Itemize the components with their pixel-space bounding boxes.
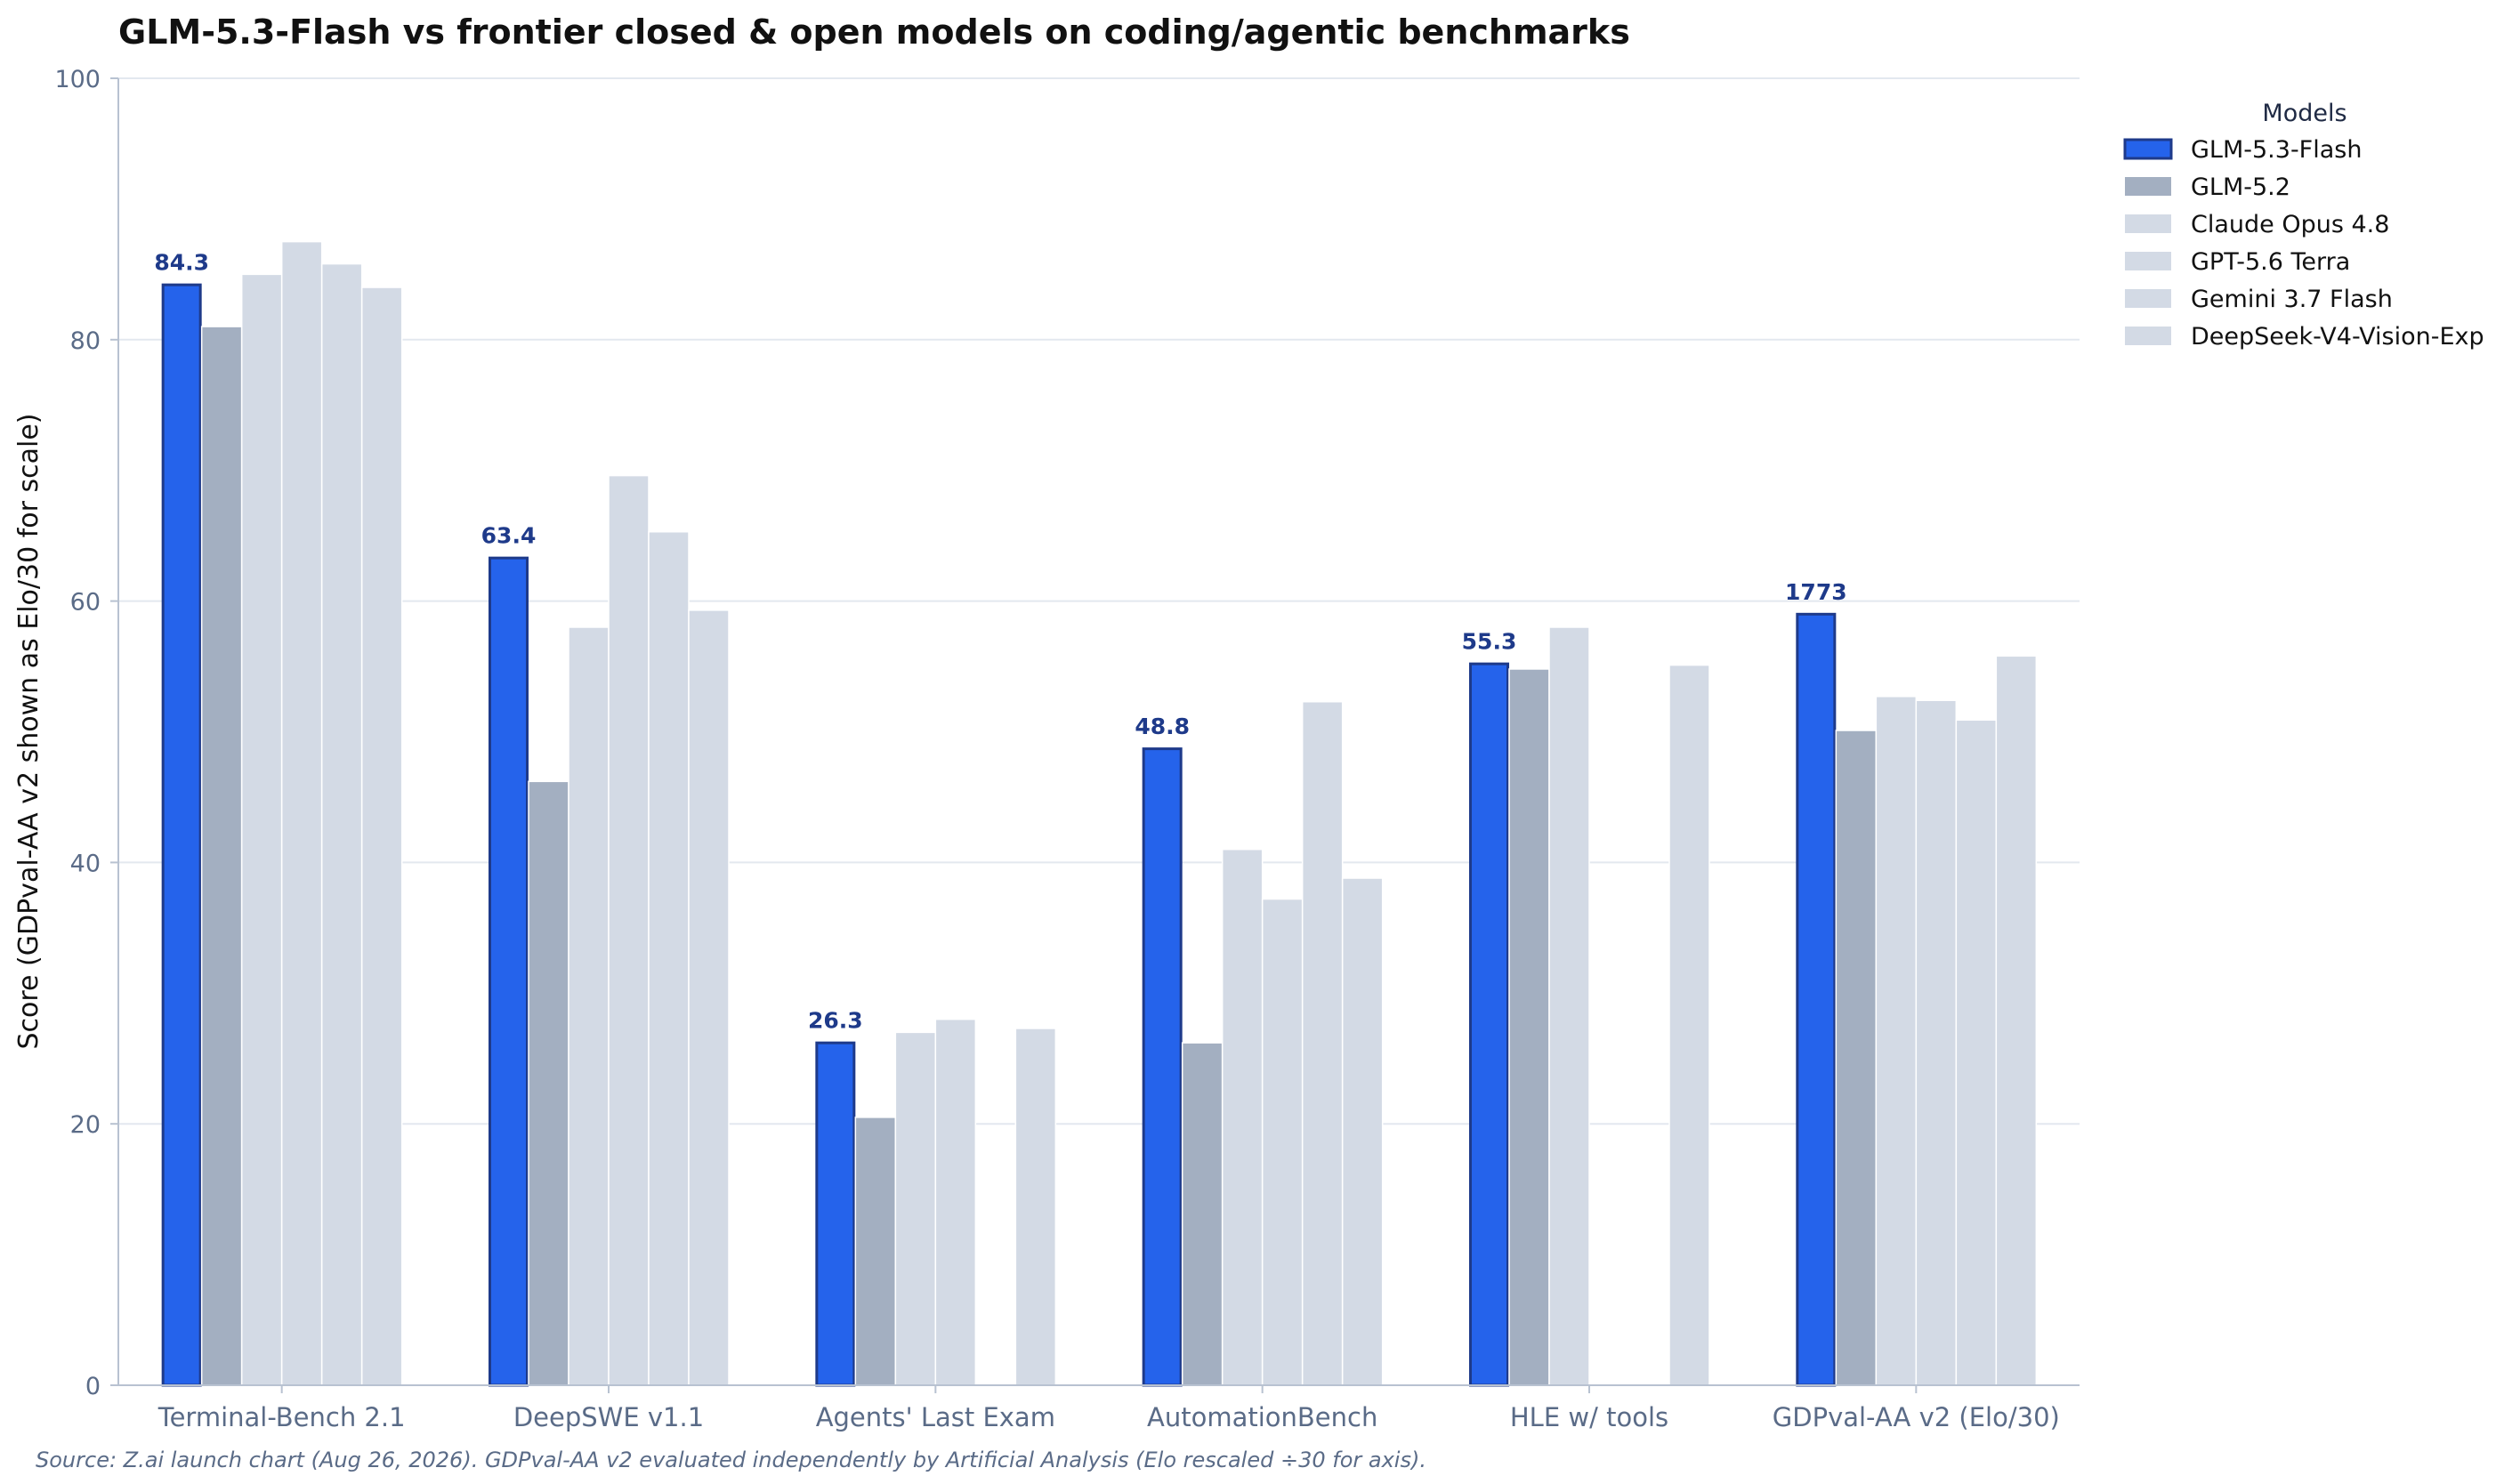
bar — [608, 474, 650, 1386]
data-label: 55.3 — [1462, 629, 1517, 655]
data-labels: 84.3 63.4 26.3 48.8 55.3 1773 — [154, 250, 1846, 1034]
y-axis-label: Score (GDPval-AA v2 shown as Elo/30 for … — [13, 413, 44, 1049]
legend-swatch — [2125, 289, 2171, 308]
data-label: 26.3 — [808, 1008, 863, 1034]
bar — [1142, 747, 1183, 1387]
bar — [1221, 848, 1264, 1386]
y-tick-label: 20 — [70, 1111, 101, 1139]
bar — [934, 1018, 977, 1386]
bars — [161, 240, 2038, 1387]
legend-title: Models — [2262, 100, 2346, 127]
x-tick-label: HLE w/ tools — [1510, 1402, 1668, 1432]
bar — [1915, 699, 1958, 1386]
axes — [117, 78, 2080, 1386]
x-tick-label: GDPval-AA v2 (Elo/30) — [1773, 1402, 2060, 1432]
y-tick-label: 100 — [54, 66, 101, 93]
bar — [1181, 1042, 1224, 1386]
bar — [1835, 730, 1878, 1386]
legend: Models GLM-5.3-Flash GLM-5.2 Claude Opus 4… — [2123, 100, 2484, 351]
bar — [360, 286, 403, 1386]
bar — [280, 240, 323, 1386]
bar — [1341, 877, 1384, 1386]
legend-swatch — [2123, 138, 2173, 160]
bar — [1668, 664, 1710, 1386]
legend-entry: GLM-5.3-Flash — [2191, 136, 2362, 164]
x-tick-label: Agents' Last Exam — [816, 1402, 1055, 1432]
source-note: Source: Z.ai launch chart (Aug 26, 2026)… — [36, 1448, 1426, 1472]
y-tick-label: 80 — [70, 327, 101, 355]
bar — [161, 283, 202, 1387]
legend-entry: GPT-5.6 Terra — [2191, 248, 2350, 276]
data-label: 1773 — [1785, 579, 1847, 605]
legend-entry: DeepSeek-V4-Vision-Exp — [2191, 323, 2484, 351]
data-label: 63.4 — [481, 523, 537, 549]
bar — [1875, 696, 1918, 1386]
x-tick-label: DeepSWE v1.1 — [513, 1402, 704, 1432]
bar — [1261, 898, 1304, 1386]
bar — [854, 1117, 897, 1386]
x-tick-label: AutomationBench — [1147, 1402, 1377, 1432]
legend-entry: GLM-5.2 — [2191, 173, 2290, 201]
x-tick-labels: Terminal-Bench 2.1 DeepSWE v1.1 Agents' La… — [158, 1385, 2060, 1432]
bar — [1469, 662, 1509, 1387]
bar — [1796, 612, 1837, 1387]
bar — [489, 556, 529, 1387]
grid-lines — [118, 77, 2080, 1125]
bar — [1955, 719, 1998, 1386]
bar — [1995, 655, 2038, 1386]
legend-entry: Gemini 3.7 Flash — [2191, 286, 2393, 313]
bar — [815, 1041, 856, 1387]
bar — [1548, 626, 1590, 1386]
bar — [648, 530, 690, 1386]
y-tick-labels: 0 20 40 60 80 100 — [54, 66, 118, 1400]
legend-swatch — [2125, 177, 2171, 196]
data-label: 84.3 — [154, 250, 209, 276]
bar — [568, 626, 610, 1386]
bar — [320, 262, 363, 1386]
y-tick-label: 40 — [70, 850, 101, 877]
x-tick-label: Terminal-Bench 2.1 — [158, 1402, 406, 1432]
legend-swatch — [2125, 214, 2171, 233]
y-tick-label: 0 — [85, 1373, 101, 1400]
bar — [240, 273, 283, 1386]
legend-entry: Claude Opus 4.8 — [2191, 211, 2389, 238]
bar — [894, 1031, 937, 1386]
bar — [200, 326, 243, 1386]
legend-swatch — [2125, 252, 2171, 270]
bar — [1301, 700, 1344, 1386]
bar — [688, 609, 730, 1386]
legend-swatch — [2125, 327, 2171, 345]
y-tick-label: 60 — [70, 589, 101, 617]
data-label: 48.8 — [1135, 714, 1190, 739]
bar — [1014, 1028, 1057, 1386]
bar — [528, 780, 569, 1386]
chart-title: GLM-5.3-Flash vs frontier closed & open … — [118, 12, 1630, 52]
bar — [1508, 668, 1550, 1386]
